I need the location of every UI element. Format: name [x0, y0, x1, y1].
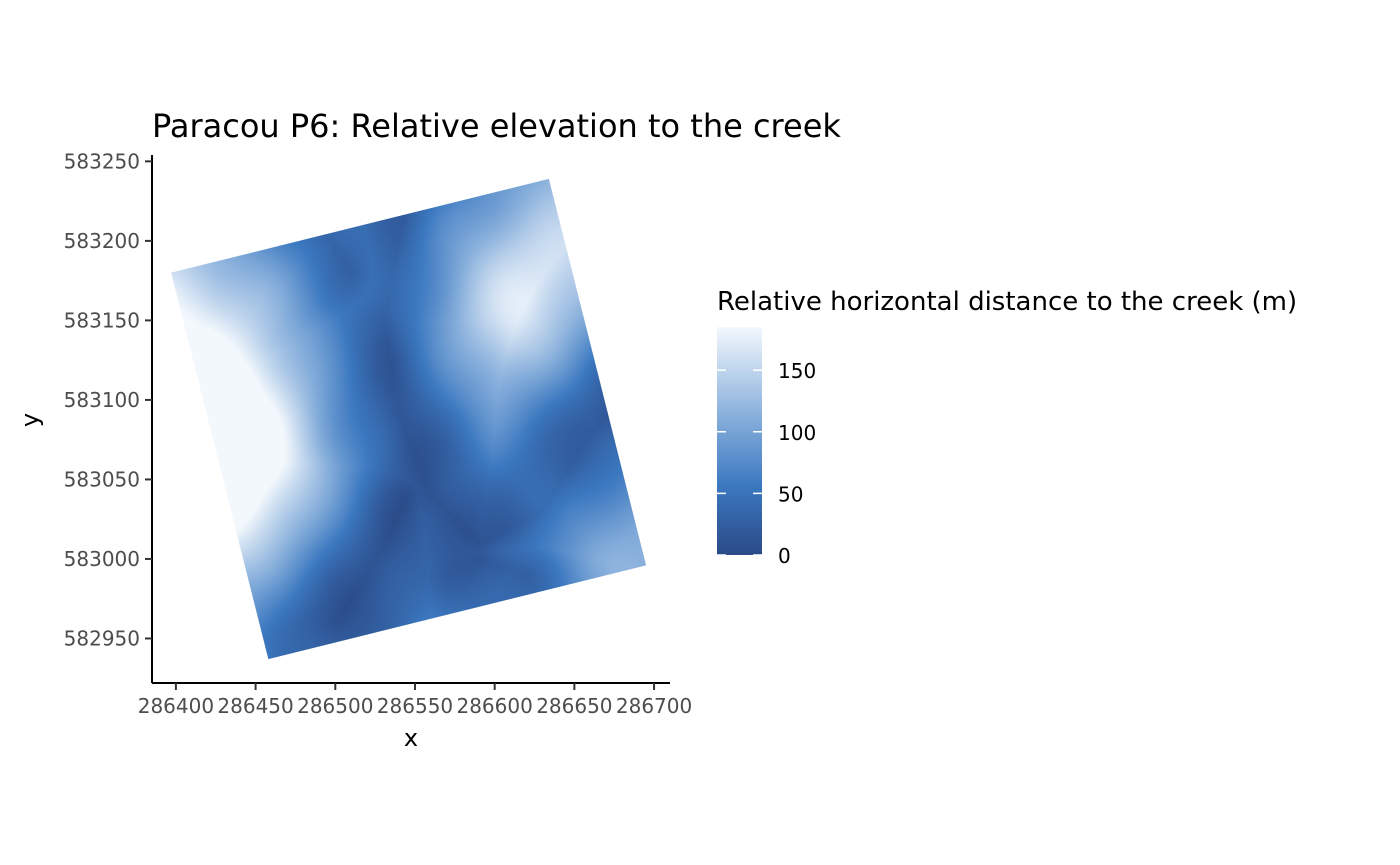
y-tick-label-4: 583150	[64, 308, 140, 332]
x-tick-label-4: 286600	[456, 694, 532, 718]
x-tick-label-1: 286450	[217, 694, 293, 718]
y-tick-label-0: 582950	[64, 626, 140, 650]
y-tick-label-1: 583000	[64, 547, 140, 571]
elevation-heatmap	[171, 178, 647, 660]
x-tick-label-0: 286400	[138, 694, 214, 718]
y-tick-label-5: 583200	[64, 229, 140, 253]
legend: Relative horizontal distance to the cree…	[717, 287, 1297, 568]
y-axis-label: y	[16, 413, 44, 427]
x-axis-ticks: 286400 286450 286500 286550 286600 286650 2867…	[138, 683, 692, 718]
x-tick-label-2: 286500	[297, 694, 373, 718]
y-axis-ticks: 582950 583000 583050 583100 583150 583200 5832…	[64, 149, 152, 650]
y-tick-label-2: 583050	[64, 467, 140, 491]
y-axis: 582950 583000 583050 583100 583150 583200 5832…	[64, 149, 153, 683]
legend-tick-label-0: 0	[778, 544, 791, 568]
legend-tick-label-1: 50	[778, 482, 803, 506]
heatmap-raster	[171, 178, 647, 660]
chart-title: Paracou P6: Relative elevation to the cr…	[152, 107, 841, 145]
legend-tick-label-3: 150	[778, 359, 816, 383]
x-tick-label-3: 286550	[377, 694, 453, 718]
legend-ticks: 0 50 100 150	[717, 359, 816, 568]
x-tick-label-5: 286650	[536, 694, 612, 718]
y-tick-label-3: 583100	[64, 388, 140, 412]
x-axis-label: x	[404, 724, 418, 752]
x-axis: 286400 286450 286500 286550 286600 286650 2867…	[138, 682, 692, 718]
y-tick-label-6: 583250	[64, 149, 140, 173]
x-tick-label-6: 286700	[616, 694, 692, 718]
legend-title: Relative horizontal distance to the cree…	[717, 287, 1297, 317]
legend-colorbar	[717, 327, 762, 555]
legend-tick-label-2: 100	[778, 421, 816, 445]
